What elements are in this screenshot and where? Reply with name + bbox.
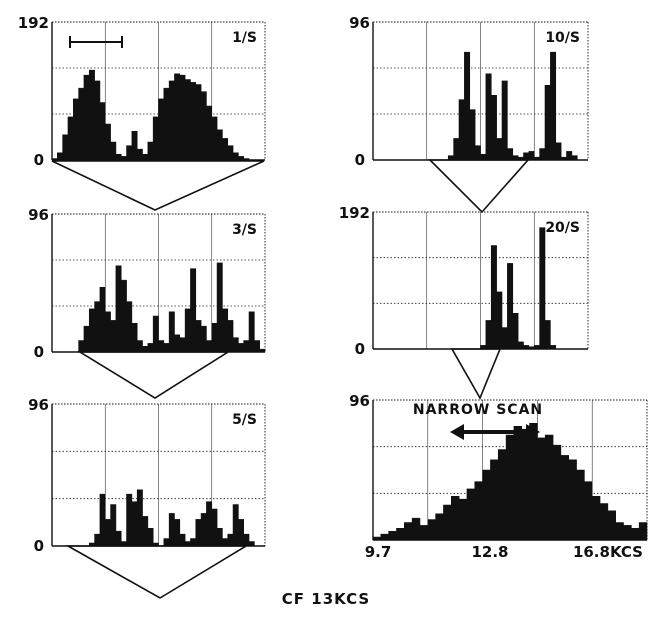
panel-5-s: 96 0 5/S	[28, 396, 266, 599]
panel-10-s: 96 0 10/S	[349, 14, 589, 214]
ytick-label-max: 96	[349, 392, 370, 410]
connector-triangle	[64, 545, 249, 599]
histogram-area	[52, 262, 266, 353]
histogram-area	[51, 69, 265, 161]
histogram-area	[373, 227, 588, 350]
panel-title: 1/S	[232, 30, 257, 46]
xtick-label: 9.7	[365, 543, 392, 561]
connector-triangle	[77, 351, 231, 399]
histogram-area	[372, 423, 648, 541]
xtick-label: 12.8	[471, 543, 508, 561]
ytick-label-max: 96	[349, 14, 370, 32]
connector-triangle	[51, 160, 265, 211]
ytick-label-zero: 0	[355, 340, 365, 358]
panel-title: NARROW SCAN	[413, 402, 543, 418]
ytick-label-max: 96	[28, 396, 49, 414]
panel-title: 10/S	[545, 30, 580, 46]
connector-triangle	[428, 159, 530, 214]
ytick-label-zero: 0	[34, 343, 44, 361]
panel-title: 5/S	[232, 412, 257, 428]
connector-triangle	[450, 348, 502, 400]
ytick-label-zero: 0	[355, 151, 365, 169]
panel-narrow-scan: 96 NARROW SCAN 9.7 12.8 16.8KCS	[349, 392, 648, 561]
histogram-area	[52, 489, 265, 547]
xtick-label: 16.8KCS	[573, 543, 643, 561]
ytick-label-max: 192	[339, 204, 370, 222]
ytick-label-zero: 0	[34, 151, 44, 169]
panel-1-s: 192 0 1/S	[18, 14, 266, 211]
panel-20-s: 192 0 20/S	[339, 204, 589, 400]
panel-title: 20/S	[545, 220, 580, 236]
panel-3-s: 96 0 3/S	[28, 206, 266, 399]
ytick-label-zero: 0	[34, 537, 44, 555]
narrow-scan-arrow-head-left	[450, 424, 464, 440]
narrow-scan-arrow-head-right	[526, 424, 540, 440]
panel-title: 3/S	[232, 222, 257, 238]
ytick-label-max: 96	[28, 206, 49, 224]
figure-caption: CF 13KCS	[281, 590, 371, 608]
ytick-label-max: 192	[18, 14, 49, 32]
